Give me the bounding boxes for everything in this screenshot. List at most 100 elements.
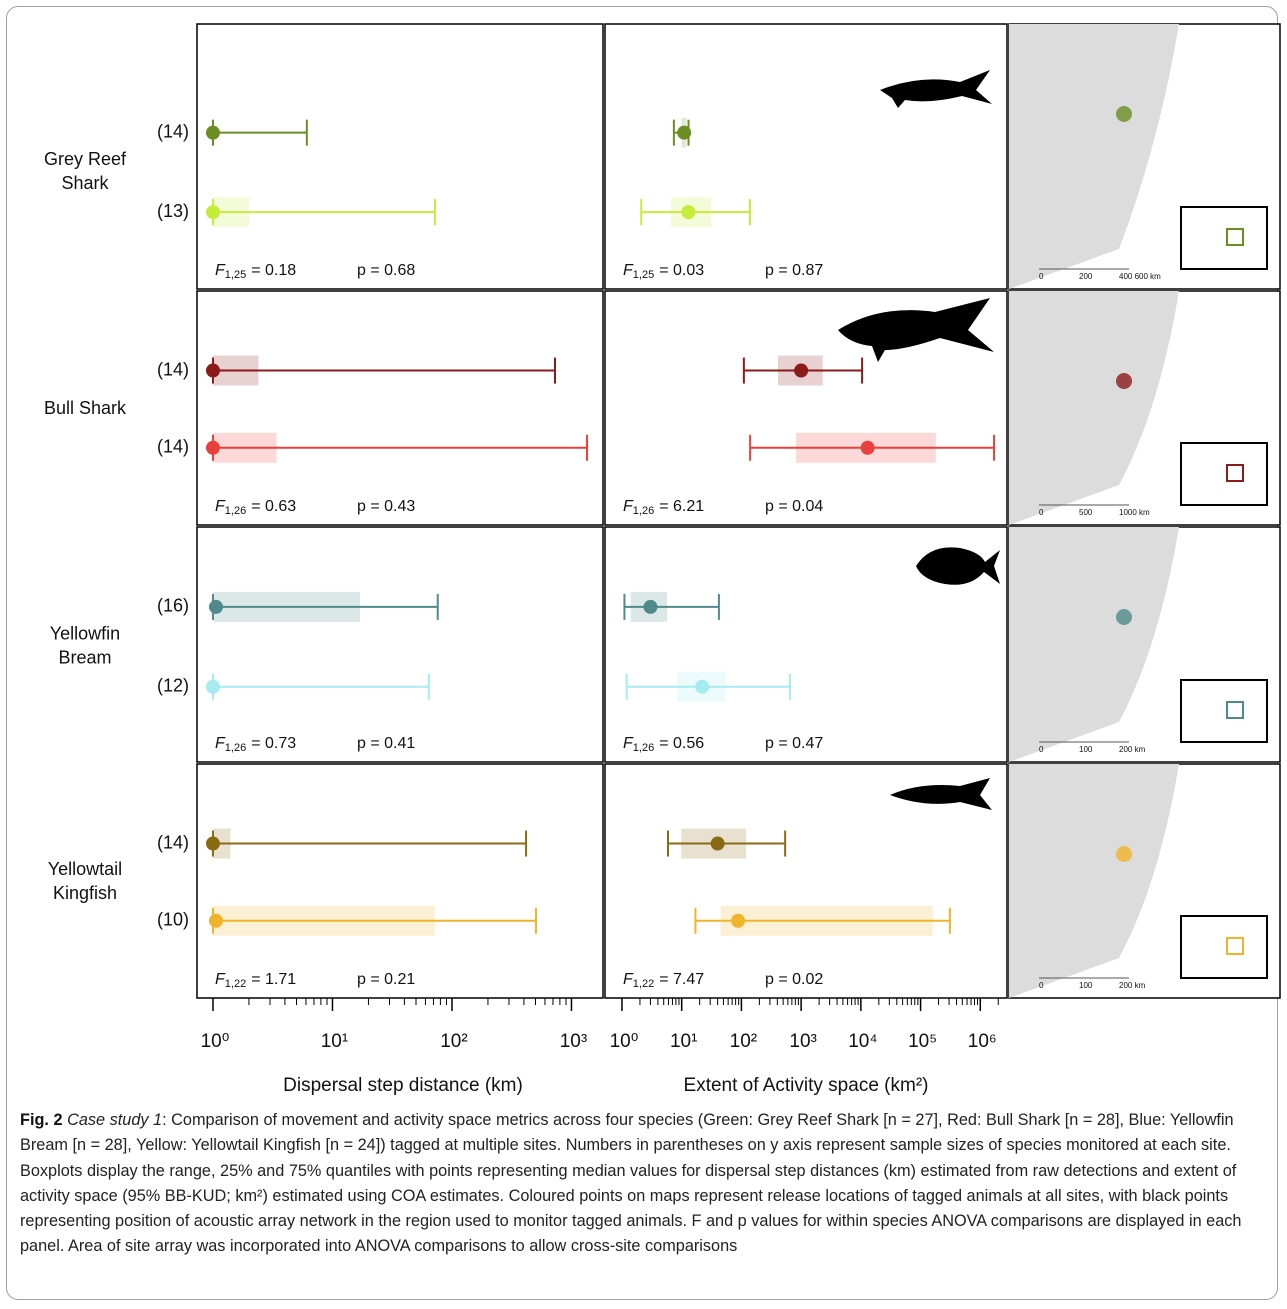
f-statistic: F1,26= 0.73 (215, 735, 296, 754)
scale-label: 200 km (1119, 981, 1146, 990)
species-label: Yellowfin (50, 624, 120, 644)
median-point (206, 837, 220, 851)
caption-text: : Comparison of movement and activity sp… (20, 1111, 1241, 1255)
species-label: Kingfish (53, 883, 117, 903)
median-point (794, 364, 808, 378)
f-value: = 0.18 (251, 262, 296, 279)
median-point (206, 441, 220, 455)
scale-label: 100 (1079, 745, 1093, 754)
species-label: Yellowtail (48, 859, 122, 879)
species-label: Grey Reef (44, 149, 127, 169)
panel-frame (197, 24, 603, 289)
release-site (1116, 846, 1132, 862)
kingfish-silhouette (890, 778, 992, 810)
x-tick-label: 10¹ (670, 1031, 697, 1052)
x-tick-label: 10⁰ (610, 1031, 639, 1052)
f-df: 1,22 (225, 978, 246, 990)
scale-label: 0 (1039, 272, 1044, 281)
f-df: 1,26 (225, 505, 246, 517)
f-value: = 0.73 (251, 735, 296, 752)
p-value: p = 0.41 (357, 735, 415, 752)
median-point (731, 914, 745, 928)
scale-label: 500 (1079, 508, 1093, 517)
p-value: p = 0.47 (765, 735, 823, 752)
site-label: (12) (157, 676, 189, 696)
species-label: Shark (61, 173, 109, 193)
median-point (643, 600, 657, 614)
median-point (206, 126, 220, 140)
p-value: p = 0.04 (765, 498, 823, 515)
scale-label: 400 600 km (1119, 272, 1161, 281)
site-label: (16) (157, 596, 189, 616)
x-tick-label: 10⁵ (908, 1031, 937, 1052)
f-value: = 0.03 (659, 262, 704, 279)
median-point (681, 205, 695, 219)
bull-shark-silhouette (838, 298, 994, 362)
x-tick-label: 10⁶ (968, 1031, 997, 1052)
shark-silhouette (880, 70, 992, 108)
release-site (1116, 609, 1132, 625)
caption: Fig. 2 Case study 1: Comparison of movem… (20, 1108, 1272, 1260)
median-point (677, 126, 691, 140)
bream-silhouette (916, 547, 1000, 584)
median-point (209, 914, 223, 928)
median-point (711, 837, 725, 851)
x-tick-label: 10⁴ (848, 1031, 877, 1052)
species-label: Bull Shark (44, 398, 127, 418)
caption-label: Fig. 2 (20, 1111, 63, 1129)
f-value: = 7.47 (659, 971, 704, 988)
x-tick-label: 10³ (560, 1031, 587, 1052)
release-site (1116, 106, 1132, 122)
release-site (1116, 373, 1132, 389)
f-value: = 0.56 (659, 735, 704, 752)
species-label: Bream (58, 648, 111, 668)
f-df: 1,22 (633, 978, 654, 990)
site-label: (10) (157, 910, 189, 930)
p-value: p = 0.87 (765, 262, 823, 279)
f-value: = 0.63 (251, 498, 296, 515)
site-label: (14) (157, 359, 189, 379)
p-value: p = 0.68 (357, 262, 415, 279)
panel-frame (197, 291, 603, 525)
panel-frame (197, 764, 603, 998)
panel-frame (605, 24, 1007, 289)
scale-label: 1000 km (1119, 508, 1150, 517)
site-label: (13) (157, 201, 189, 221)
scale-label: 0 (1039, 745, 1044, 754)
f-value: = 1.71 (251, 971, 296, 988)
f-df: 1,25 (633, 269, 654, 281)
median-point (209, 600, 223, 614)
inset-frame (1181, 207, 1267, 269)
scale-label: 0 (1039, 508, 1044, 517)
x-tick-label: 10¹ (321, 1031, 348, 1052)
x-axis-title: Dispersal step distance (km) (283, 1075, 523, 1096)
f-value: = 6.21 (659, 498, 704, 515)
site-label: (14) (157, 832, 189, 852)
scale-label: 200 (1079, 272, 1093, 281)
inset-frame (1181, 680, 1267, 742)
f-statistic: F1,25= 0.03 (623, 262, 704, 281)
figure: Grey Reef Shark (14) (13) Bull Shark (14) (14)… (0, 0, 1287, 1105)
median-point (206, 680, 220, 694)
f-statistic: F1,26= 6.21 (623, 498, 704, 517)
f-statistic: F1,26= 0.63 (215, 498, 296, 517)
scale-label: 0 (1039, 981, 1044, 990)
caption-case: Case study 1 (67, 1111, 162, 1129)
x-tick-label: 10⁰ (201, 1031, 230, 1052)
site-label: (14) (157, 437, 189, 457)
scale-label: 200 km (1119, 745, 1146, 754)
site-label: (14) (157, 121, 189, 141)
x-tick-label: 10³ (789, 1031, 816, 1052)
f-df: 1,25 (225, 269, 246, 281)
panel-frame (197, 527, 603, 762)
f-df: 1,26 (633, 505, 654, 517)
scale-label: 100 (1079, 981, 1093, 990)
median-point (206, 364, 220, 378)
f-statistic: F1,25= 0.18 (215, 262, 296, 281)
median-point (206, 205, 220, 219)
p-value: p = 0.21 (357, 971, 415, 988)
inset-frame (1181, 443, 1267, 505)
f-statistic: F1,22= 7.47 (623, 971, 704, 990)
f-statistic: F1,26= 0.56 (623, 735, 704, 754)
f-df: 1,26 (225, 742, 246, 754)
